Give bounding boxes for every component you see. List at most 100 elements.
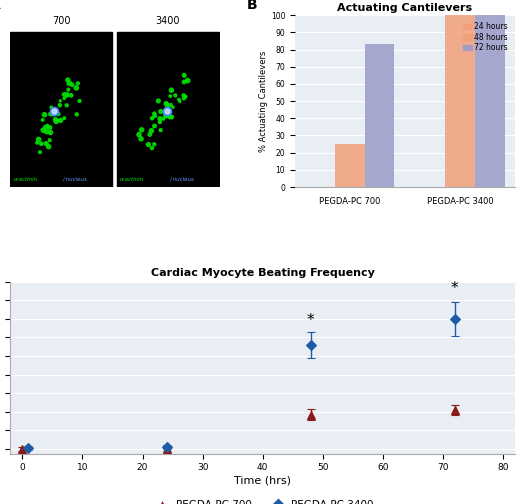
Bar — [10, 32, 112, 187]
Point — [75, 97, 84, 105]
Point — [181, 93, 190, 101]
Point — [163, 102, 172, 110]
Point — [166, 113, 174, 121]
Point — [162, 111, 171, 119]
Point — [147, 127, 155, 135]
Point — [65, 79, 73, 87]
Bar — [445, 15, 475, 187]
Point — [150, 122, 159, 130]
Text: 3400: 3400 — [155, 16, 180, 26]
Point — [50, 107, 59, 115]
Point — [62, 101, 71, 109]
Point — [33, 139, 41, 147]
Point — [34, 136, 43, 144]
Point — [73, 110, 81, 118]
Point — [148, 114, 156, 122]
X-axis label: Time (hrs): Time (hrs) — [234, 475, 291, 485]
Point — [54, 110, 62, 118]
Bar — [335, 144, 365, 187]
Point — [162, 100, 171, 108]
Point — [74, 79, 82, 87]
Point — [38, 116, 47, 124]
Text: α-actinin: α-actinin — [14, 177, 37, 182]
Bar — [365, 44, 394, 187]
Point — [157, 126, 165, 134]
Point — [163, 107, 172, 115]
Legend: 24 hours, 48 hours, 72 hours: 24 hours, 48 hours, 72 hours — [460, 19, 511, 55]
Point — [56, 97, 64, 105]
Point — [72, 84, 81, 92]
Point — [135, 131, 143, 139]
Point — [157, 107, 165, 115]
Point — [144, 141, 152, 149]
Y-axis label: % Actuating Cantilevers: % Actuating Cantilevers — [259, 50, 268, 152]
Point — [63, 90, 72, 98]
Point — [44, 143, 53, 151]
Point — [60, 90, 68, 98]
Point — [148, 144, 156, 152]
Point — [150, 109, 159, 117]
Point — [46, 136, 54, 144]
Point — [154, 97, 163, 105]
Point — [167, 86, 176, 94]
Point — [138, 126, 146, 134]
Point — [68, 81, 76, 89]
Point — [39, 126, 47, 134]
Point — [45, 123, 54, 132]
Point — [155, 118, 164, 126]
Text: PEGDA-PC: PEGDA-PC — [90, 0, 140, 2]
Point — [151, 111, 159, 119]
Point — [169, 103, 177, 111]
Point — [37, 140, 45, 148]
Point — [50, 107, 59, 115]
Point — [63, 76, 72, 84]
Point — [42, 140, 50, 148]
Point — [57, 116, 65, 124]
Point — [176, 97, 184, 105]
Title: Cardiac Myocyte Beating Frequency: Cardiac Myocyte Beating Frequency — [151, 268, 374, 278]
Point — [47, 103, 55, 111]
Text: / nucleus: / nucleus — [63, 177, 88, 182]
Point — [184, 77, 192, 85]
Point — [180, 78, 188, 86]
Point — [161, 111, 170, 119]
Point — [179, 91, 188, 99]
Bar — [475, 15, 505, 187]
Text: *: * — [451, 281, 459, 295]
Point — [64, 86, 72, 94]
Point — [60, 114, 69, 122]
Text: B: B — [246, 0, 257, 12]
Point — [165, 107, 174, 115]
Bar — [117, 32, 219, 187]
Point — [37, 140, 46, 148]
Point — [67, 91, 75, 99]
Point — [167, 113, 176, 121]
Point — [159, 115, 167, 123]
Point — [36, 148, 44, 156]
Text: α-actinin: α-actinin — [120, 177, 145, 182]
Point — [166, 92, 174, 100]
Point — [51, 115, 60, 123]
Point — [180, 71, 188, 79]
Point — [150, 140, 159, 148]
Point — [137, 135, 145, 143]
Point — [166, 101, 175, 109]
Title: Actuating Cantilevers: Actuating Cantilevers — [337, 3, 473, 13]
Point — [171, 91, 179, 99]
Text: / nucleus: / nucleus — [170, 177, 194, 182]
Point — [163, 107, 172, 115]
Point — [52, 117, 60, 125]
Point — [156, 114, 164, 122]
Text: 700: 700 — [52, 16, 70, 26]
Point — [62, 91, 71, 99]
Text: *: * — [307, 313, 315, 328]
Point — [162, 112, 170, 120]
Point — [180, 94, 188, 102]
Point — [46, 129, 55, 137]
Point — [60, 94, 69, 102]
Point — [41, 123, 49, 131]
Point — [150, 110, 159, 118]
Point — [146, 131, 154, 139]
Point — [56, 101, 64, 109]
Point — [48, 110, 56, 118]
